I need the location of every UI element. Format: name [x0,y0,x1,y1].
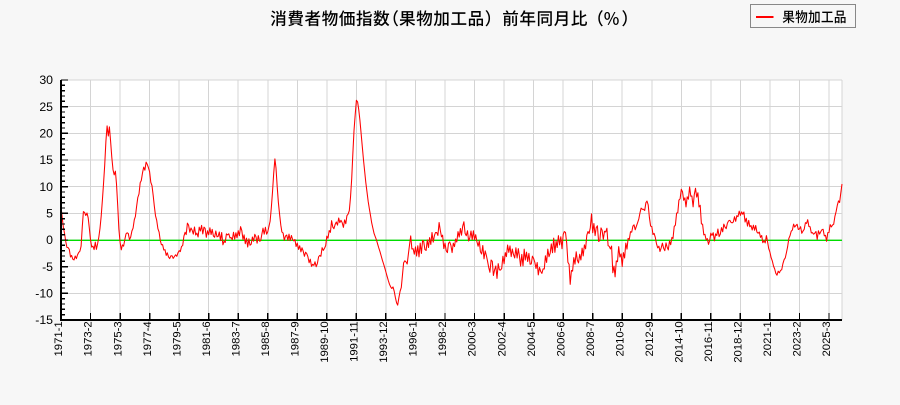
svg-text:-10: -10 [35,287,53,301]
svg-text:1983-7: 1983-7 [230,321,242,356]
svg-text:-15: -15 [35,313,53,327]
svg-text:1985-8: 1985-8 [260,321,272,356]
svg-text:2006-6: 2006-6 [555,321,567,356]
svg-text:2014-10: 2014-10 [674,321,686,362]
svg-text:2025-3: 2025-3 [821,321,833,356]
svg-text:2000-3: 2000-3 [467,321,479,356]
svg-text:1977-4: 1977-4 [142,321,154,356]
svg-text:2023-2: 2023-2 [792,321,804,356]
svg-text:1987-9: 1987-9 [290,321,302,356]
svg-text:-5: -5 [42,260,53,274]
svg-text:1998-2: 1998-2 [437,321,449,356]
svg-text:2016-11: 2016-11 [703,321,715,362]
svg-text:1989-10: 1989-10 [319,321,331,362]
svg-text:2008-7: 2008-7 [585,321,597,356]
svg-text:1981-6: 1981-6 [201,321,213,356]
svg-text:20: 20 [39,127,53,141]
svg-text:2010-8: 2010-8 [614,321,626,356]
svg-text:0: 0 [46,233,53,247]
svg-text:1991-11: 1991-11 [349,321,361,362]
svg-text:2021-1: 2021-1 [762,321,774,356]
svg-text:1996-1: 1996-1 [408,321,420,356]
svg-text:30: 30 [39,73,53,87]
svg-text:2002-4: 2002-4 [496,321,508,356]
svg-text:1973-2: 1973-2 [83,321,95,356]
svg-text:2018-12: 2018-12 [733,321,745,362]
svg-text:1971-1: 1971-1 [53,321,65,356]
svg-text:25: 25 [39,100,53,114]
svg-text:2004-5: 2004-5 [526,321,538,356]
svg-text:1993-12: 1993-12 [378,321,390,362]
svg-text:5: 5 [46,207,53,221]
svg-text:2012-9: 2012-9 [644,321,656,356]
svg-text:15: 15 [39,153,53,167]
svg-text:10: 10 [39,180,53,194]
svg-text:1975-3: 1975-3 [112,321,124,356]
svg-text:1979-5: 1979-5 [171,321,183,356]
